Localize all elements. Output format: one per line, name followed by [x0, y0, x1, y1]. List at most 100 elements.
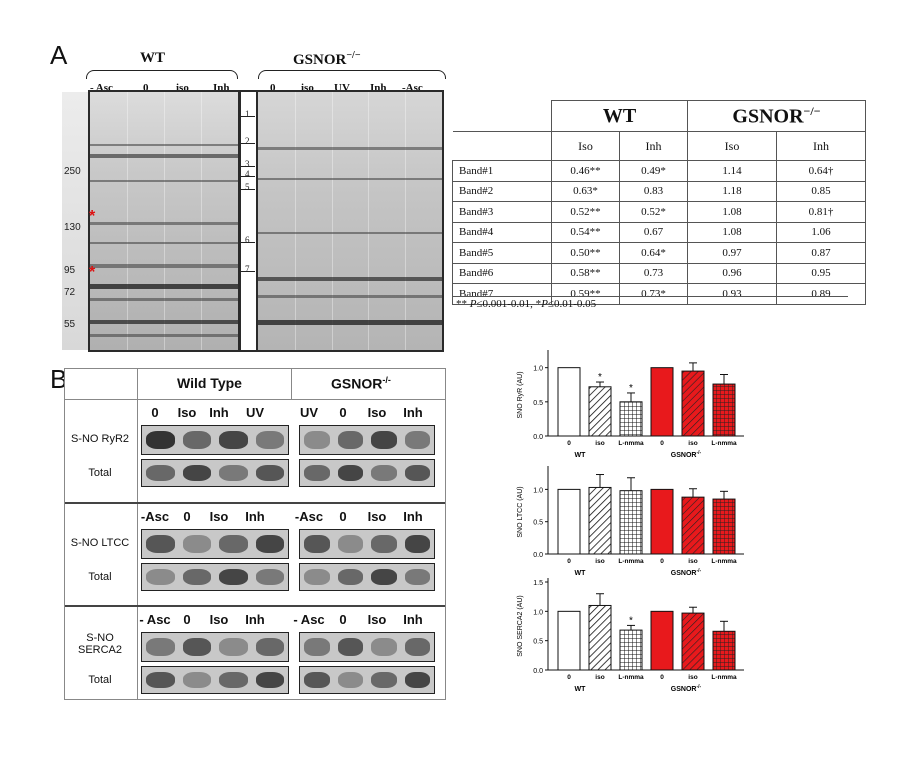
blot-band	[146, 638, 175, 656]
y-tick-label: 1.0	[533, 366, 543, 373]
blot-lane-label: Iso	[367, 612, 387, 627]
blot-band	[304, 671, 330, 689]
band-tick	[241, 143, 255, 144]
blot-strip	[141, 666, 289, 694]
blot-lane-label: - Asc	[139, 612, 171, 627]
blot-lane-label: 0	[339, 612, 347, 627]
bar	[650, 610, 674, 671]
bar-charts-panel: 0.0 0.5 1.0 SNO RyR (AU) 0 * iso * L-nmma 0 iso L-n…	[508, 342, 750, 697]
blot-band	[337, 671, 363, 689]
blot-band	[219, 431, 248, 449]
table-subheader: Inh	[619, 131, 688, 161]
blot-strip	[141, 632, 289, 662]
panel-b-letter: B	[50, 364, 68, 394]
table-cell: 0.73*	[619, 283, 688, 305]
bar	[712, 498, 736, 555]
blot-band	[182, 431, 211, 449]
blot-band	[182, 464, 211, 482]
blot-band	[219, 568, 248, 586]
blot-lane-label: Inh	[245, 612, 265, 627]
band-tick	[241, 116, 255, 117]
table-cell: 1.06	[776, 221, 866, 243]
blot-band	[371, 568, 397, 586]
wt-header: Wild Type	[177, 375, 242, 391]
table-subheader: Iso	[687, 131, 777, 161]
table-cell: 0.97	[687, 242, 777, 264]
band-tick	[241, 176, 255, 177]
y-axis-label: SNO SERCA2 (AU)	[517, 595, 524, 656]
blot-band	[255, 464, 284, 482]
table-cell: 0.50**	[551, 242, 620, 264]
table-cell: 0.89	[776, 283, 866, 305]
blot-row-label: S-NO LTCC	[70, 537, 130, 549]
blot-band	[304, 638, 330, 656]
table-cell: 0.52**	[551, 201, 620, 223]
blot-band	[337, 568, 363, 586]
table-cell: 0.85	[776, 180, 866, 202]
blot-strip	[299, 529, 435, 559]
blot-band	[219, 638, 248, 656]
table-cell: 0.95	[776, 262, 866, 284]
lane-label: 0	[143, 82, 149, 94]
blot-row-label: Total	[88, 467, 112, 479]
table-cell: 1.18	[687, 180, 777, 202]
blot-band	[255, 568, 284, 586]
blot-band	[255, 431, 284, 449]
blot-band	[146, 535, 175, 553]
significance-note: ** P≤0.001-0.01, *P≤0.01-0.05	[456, 298, 597, 310]
x-tick-label: L-nmma	[711, 558, 737, 565]
table-row: Band#5 0.50** 0.64* 0.97 0.87	[452, 242, 866, 264]
blot-band	[371, 535, 397, 553]
group-label: GSNOR-/-	[671, 684, 702, 693]
bar	[681, 496, 705, 555]
blot-strip	[141, 529, 289, 559]
bar	[588, 486, 612, 555]
band-marker-strip	[241, 92, 256, 350]
blot-band	[255, 671, 284, 689]
blot-band	[404, 638, 430, 656]
x-tick-label: L-nmma	[711, 674, 737, 681]
y-tick-label: 0.5	[533, 400, 543, 407]
x-tick-label: L-nmma	[618, 558, 644, 565]
band-tick	[241, 271, 255, 272]
blot-band	[255, 535, 284, 553]
blot-band	[182, 638, 211, 656]
bar	[712, 630, 736, 671]
table-cell: 0.87	[776, 242, 866, 264]
table-cell: 1.08	[687, 201, 777, 223]
significance-star: *	[629, 383, 633, 394]
bar	[619, 629, 643, 671]
blot-band	[371, 671, 397, 689]
blot-lane-label: 0	[339, 509, 347, 524]
x-tick-label: iso	[688, 558, 697, 565]
blot-band	[304, 464, 330, 482]
table-row-label: Band#3	[452, 201, 552, 223]
mw-ladder	[62, 92, 88, 350]
blot-band	[304, 535, 330, 553]
blot-lane-label: Iso	[177, 405, 197, 420]
blot-band	[146, 431, 175, 449]
y-tick-label: 0.0	[533, 552, 543, 559]
band-number: 3	[245, 159, 250, 169]
table-cell: 0.83	[619, 180, 688, 202]
band-number: 7	[245, 264, 250, 274]
x-tick-label: L-nmma	[711, 440, 737, 447]
table-row: Band#4 0.54** 0.67 1.08 1.06	[452, 221, 866, 243]
significance-star: *	[629, 615, 633, 626]
table-row: Band#1 0.46** 0.49* 1.14 0.64†	[452, 160, 866, 182]
x-tick-label: iso	[595, 440, 604, 447]
x-tick-label: 0	[660, 440, 664, 447]
table-row-label: Band#2	[452, 180, 552, 202]
group-label: GSNOR-/-	[671, 450, 702, 459]
table-row-label: Band#1	[452, 160, 552, 182]
blot-band	[404, 431, 430, 449]
blot-lane-label: Iso	[367, 405, 387, 420]
table-row-label: Band#5	[452, 242, 552, 264]
band-tick	[241, 189, 255, 190]
wt-brace	[86, 70, 238, 79]
blot-row-label: S-NO SERCA2	[77, 632, 123, 656]
blot-lane-label: -Asc	[294, 509, 324, 524]
lane-label: 0	[270, 82, 276, 94]
blot-band	[304, 568, 330, 586]
mw-marker: 55	[64, 319, 76, 330]
